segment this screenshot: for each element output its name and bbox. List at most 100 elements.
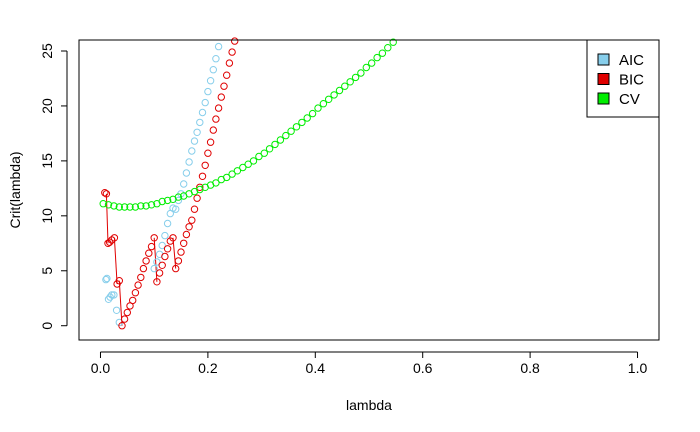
x-tick-label: 0.0 <box>91 360 111 376</box>
x-tick-label: 0.4 <box>306 360 326 376</box>
cv-point <box>174 193 183 201</box>
cv-point <box>137 202 145 210</box>
aic-point <box>153 258 161 266</box>
aic-point <box>201 98 209 107</box>
legend-swatch-bic <box>597 73 610 85</box>
aic-point <box>190 137 199 145</box>
cv-point <box>287 127 295 135</box>
cv-point <box>110 202 118 210</box>
aic-point <box>103 274 111 283</box>
bic-point <box>212 115 220 123</box>
aic-point <box>198 108 207 117</box>
bic-point <box>225 59 234 67</box>
bic-point <box>118 322 126 330</box>
cv-point <box>341 82 349 90</box>
cv-point <box>389 38 397 46</box>
cv-point <box>362 63 370 72</box>
bic-point <box>172 264 180 273</box>
legend-swatch-cv <box>597 92 610 105</box>
aic-point <box>161 231 169 240</box>
bic-point <box>147 242 156 251</box>
cv-point <box>255 152 263 161</box>
x-tick-label: 1.0 <box>628 360 648 376</box>
aic-point <box>163 219 172 228</box>
aic-point <box>188 147 196 155</box>
bic-point <box>177 248 185 256</box>
aic-point <box>182 169 191 177</box>
cv-point <box>368 59 376 67</box>
bic-point <box>123 308 132 317</box>
aic-point <box>172 205 180 213</box>
aic-point <box>214 42 223 51</box>
cv-point <box>351 73 360 82</box>
cv-point <box>335 86 344 95</box>
cv-point <box>303 114 311 122</box>
bic-point <box>201 161 209 170</box>
cv-point <box>239 163 247 172</box>
bic-point <box>142 257 150 265</box>
legend-swatch-aic <box>597 53 610 66</box>
cv-point <box>126 203 134 211</box>
cv-point <box>244 160 252 168</box>
cv-point <box>120 203 129 211</box>
legend: AIC BIC CV <box>586 39 660 118</box>
aic-point <box>150 264 158 273</box>
aic-point <box>180 180 188 188</box>
aic-point <box>106 293 114 301</box>
cv-point <box>357 69 365 77</box>
legend-label-bic: BIC <box>619 72 644 89</box>
aic-point <box>193 128 201 137</box>
cv-point <box>115 203 124 211</box>
bic-point <box>185 223 193 231</box>
aic-point <box>196 118 204 127</box>
cv-point <box>212 179 220 187</box>
aic-point <box>209 66 218 74</box>
bic-point <box>180 239 188 248</box>
cv-point <box>378 49 387 57</box>
bic-point <box>190 205 199 213</box>
aic-point <box>185 158 193 166</box>
bic-point <box>102 190 111 198</box>
cv-point <box>233 167 242 175</box>
aic-point <box>212 55 220 63</box>
cv-point <box>223 173 231 182</box>
x-tick-label: 0.2 <box>198 360 218 376</box>
bic-point <box>169 234 177 242</box>
cv-point <box>276 136 285 144</box>
bic-point <box>145 249 153 257</box>
bic-point <box>182 230 191 239</box>
bic-point <box>153 278 161 286</box>
bic-point <box>161 252 169 261</box>
bic-point <box>129 296 137 305</box>
bic-point <box>214 104 223 112</box>
y-tick-label: 10 <box>39 208 55 224</box>
cv-point <box>314 104 322 112</box>
bic-point <box>196 183 204 192</box>
aic-point <box>158 241 166 250</box>
cv-point <box>104 201 113 209</box>
cv-point <box>308 109 317 118</box>
cv-point <box>249 157 258 165</box>
bic-point <box>120 315 129 323</box>
bic-point <box>101 189 109 197</box>
bic-point <box>155 269 164 277</box>
data-points <box>99 37 397 330</box>
bic-point <box>193 194 201 202</box>
aic-point <box>174 196 183 205</box>
bic-point <box>110 234 119 242</box>
y-axis: 0 5 10 15 20 25 <box>39 43 68 330</box>
aic-point <box>204 87 212 96</box>
legend-label-aic: AIC <box>619 52 644 69</box>
plot-frame <box>78 39 660 341</box>
bic-point <box>139 264 148 273</box>
bic-point <box>209 126 218 134</box>
aic-point <box>102 275 110 284</box>
aic-point <box>108 291 116 299</box>
aic-point <box>110 291 118 299</box>
aic-point <box>112 306 121 314</box>
bic-point <box>174 257 183 265</box>
bic-point <box>163 245 172 253</box>
cv-point <box>142 202 150 210</box>
y-axis-label: Crit(lambda) <box>7 151 23 228</box>
